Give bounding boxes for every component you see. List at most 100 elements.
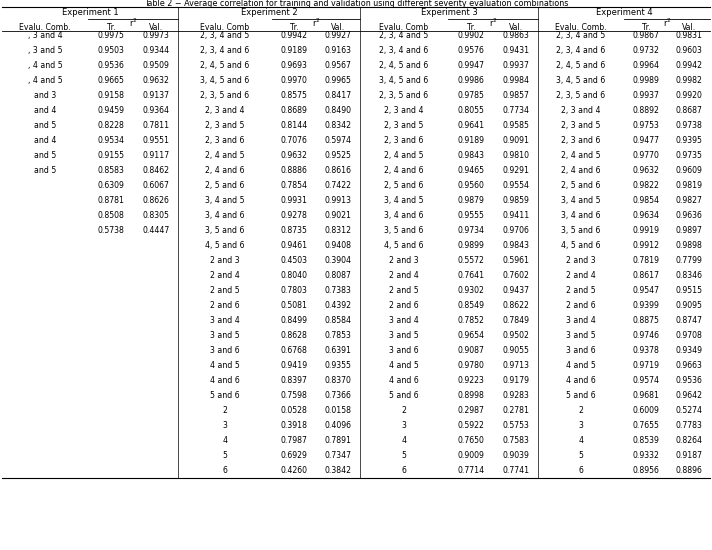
Text: 6: 6	[402, 466, 407, 475]
Text: 0.7734: 0.7734	[503, 106, 530, 115]
Text: 4, 5 and 6: 4, 5 and 6	[384, 241, 424, 250]
Text: 0.7853: 0.7853	[325, 331, 352, 340]
Text: 6: 6	[579, 466, 583, 475]
Text: 0.8397: 0.8397	[281, 376, 308, 385]
Text: 0.6009: 0.6009	[632, 406, 659, 415]
Text: , 4 and 5: , 4 and 5	[28, 61, 63, 70]
Text: 0.8584: 0.8584	[325, 316, 352, 325]
Text: 0.7422: 0.7422	[325, 181, 352, 190]
Text: 0.9636: 0.9636	[676, 211, 703, 220]
Text: 0.9087: 0.9087	[458, 346, 484, 355]
Text: 3, 5 and 6: 3, 5 and 6	[561, 226, 601, 235]
Text: 0.8998: 0.8998	[458, 391, 484, 400]
Text: 0.7366: 0.7366	[325, 391, 352, 400]
Text: 0.9735: 0.9735	[676, 151, 703, 160]
Text: 0.7803: 0.7803	[281, 286, 308, 295]
Text: 0.9189: 0.9189	[458, 136, 484, 145]
Text: 0.9738: 0.9738	[676, 121, 703, 130]
Text: 0.9477: 0.9477	[632, 136, 659, 145]
Text: 0.9942: 0.9942	[281, 31, 308, 40]
Text: 0.9095: 0.9095	[676, 301, 703, 310]
Text: 0.9785: 0.9785	[458, 91, 484, 100]
Text: 2 and 6: 2 and 6	[566, 301, 596, 310]
Text: 0.7583: 0.7583	[503, 436, 530, 445]
Text: 0.3842: 0.3842	[325, 466, 352, 475]
Text: Experiment 3: Experiment 3	[421, 8, 477, 17]
Text: 2, 4 and 6: 2, 4 and 6	[205, 166, 245, 175]
Text: 0.0158: 0.0158	[325, 406, 352, 415]
Text: 0.9919: 0.9919	[632, 226, 659, 235]
Text: 5: 5	[223, 451, 227, 460]
Text: 2, 5 and 6: 2, 5 and 6	[384, 181, 424, 190]
Text: 4 and 6: 4 and 6	[389, 376, 419, 385]
Text: 3, 4 and 5: 3, 4 and 5	[205, 196, 245, 205]
Text: 0.9364: 0.9364	[142, 106, 169, 115]
Text: Val.: Val.	[331, 23, 345, 31]
Text: 0.8228: 0.8228	[98, 121, 125, 130]
Text: 0.2781: 0.2781	[503, 406, 530, 415]
Text: 0.9632: 0.9632	[281, 151, 308, 160]
Text: 2, 5 and 6: 2, 5 and 6	[561, 181, 601, 190]
Text: 0.8499: 0.8499	[281, 316, 308, 325]
Text: 0.9780: 0.9780	[458, 361, 484, 370]
Text: 0.3918: 0.3918	[281, 421, 308, 430]
Text: 0.8508: 0.8508	[98, 211, 125, 220]
Text: Table 2 − Average correlation for training and validation using different severi: Table 2 − Average correlation for traini…	[144, 0, 568, 8]
Text: 0.9283: 0.9283	[503, 391, 530, 400]
Text: 0.9223: 0.9223	[458, 376, 484, 385]
Text: 0.9843: 0.9843	[458, 151, 484, 160]
Text: 0.9536: 0.9536	[98, 61, 125, 70]
Text: 2 and 6: 2 and 6	[389, 301, 419, 310]
Text: 0.9555: 0.9555	[458, 211, 484, 220]
Text: 0.9534: 0.9534	[98, 136, 125, 145]
Text: 0.7598: 0.7598	[281, 391, 308, 400]
Text: 3 and 6: 3 and 6	[566, 346, 596, 355]
Text: 0.9137: 0.9137	[142, 91, 169, 100]
Text: 0.4260: 0.4260	[281, 466, 308, 475]
Text: 0.9897: 0.9897	[676, 226, 703, 235]
Text: 0.8490: 0.8490	[325, 106, 352, 115]
Text: 0.7741: 0.7741	[503, 466, 530, 475]
Text: 0.9947: 0.9947	[458, 61, 484, 70]
Text: 0.9603: 0.9603	[676, 46, 703, 55]
Text: 0.9854: 0.9854	[632, 196, 659, 205]
Text: 0.5753: 0.5753	[503, 421, 530, 430]
Text: 0.9355: 0.9355	[325, 361, 352, 370]
Text: 0.9632: 0.9632	[632, 166, 659, 175]
Text: 0.9547: 0.9547	[632, 286, 659, 295]
Text: 0.9708: 0.9708	[676, 331, 703, 340]
Text: 2 and 3: 2 and 3	[210, 256, 240, 265]
Text: 2 and 4: 2 and 4	[210, 271, 240, 280]
Text: 0.9810: 0.9810	[503, 151, 530, 160]
Text: 0.9179: 0.9179	[503, 376, 530, 385]
Text: 3 and 5: 3 and 5	[566, 331, 596, 340]
Text: 2, 3, 5 and 6: 2, 3, 5 and 6	[379, 91, 429, 100]
Text: 0.9706: 0.9706	[503, 226, 530, 235]
Text: 2, 3, 4 and 5: 2, 3, 4 and 5	[556, 31, 606, 40]
Text: 0.5974: 0.5974	[325, 136, 352, 145]
Text: 0.9055: 0.9055	[503, 346, 530, 355]
Text: Evalu. Comb.: Evalu. Comb.	[555, 23, 607, 31]
Text: 0.9984: 0.9984	[503, 76, 530, 85]
Text: 0.4392: 0.4392	[325, 301, 352, 310]
Text: and 5: and 5	[34, 151, 56, 160]
Text: 4 and 6: 4 and 6	[566, 376, 596, 385]
Text: 0.9399: 0.9399	[632, 301, 659, 310]
Text: 2, 3, 4 and 6: 2, 3, 4 and 6	[556, 46, 606, 55]
Text: 0.9937: 0.9937	[632, 91, 659, 100]
Text: 0.5961: 0.5961	[503, 256, 530, 265]
Text: 0.9465: 0.9465	[458, 166, 484, 175]
Text: 0.5922: 0.5922	[458, 421, 484, 430]
Text: 0.9942: 0.9942	[676, 61, 703, 70]
Text: 0.9970: 0.9970	[281, 76, 308, 85]
Text: 0.9163: 0.9163	[325, 46, 352, 55]
Text: 0.9867: 0.9867	[632, 31, 659, 40]
Text: 0.9989: 0.9989	[632, 76, 659, 85]
Text: Tr.: Tr.	[290, 23, 298, 31]
Text: 0.0528: 0.0528	[281, 406, 308, 415]
Text: 0.9641: 0.9641	[457, 121, 485, 130]
Text: 0.8896: 0.8896	[676, 466, 703, 475]
Text: 0.7811: 0.7811	[142, 121, 169, 130]
Text: 2, 3 and 4: 2, 3 and 4	[205, 106, 245, 115]
Text: 0.9187: 0.9187	[676, 451, 703, 460]
